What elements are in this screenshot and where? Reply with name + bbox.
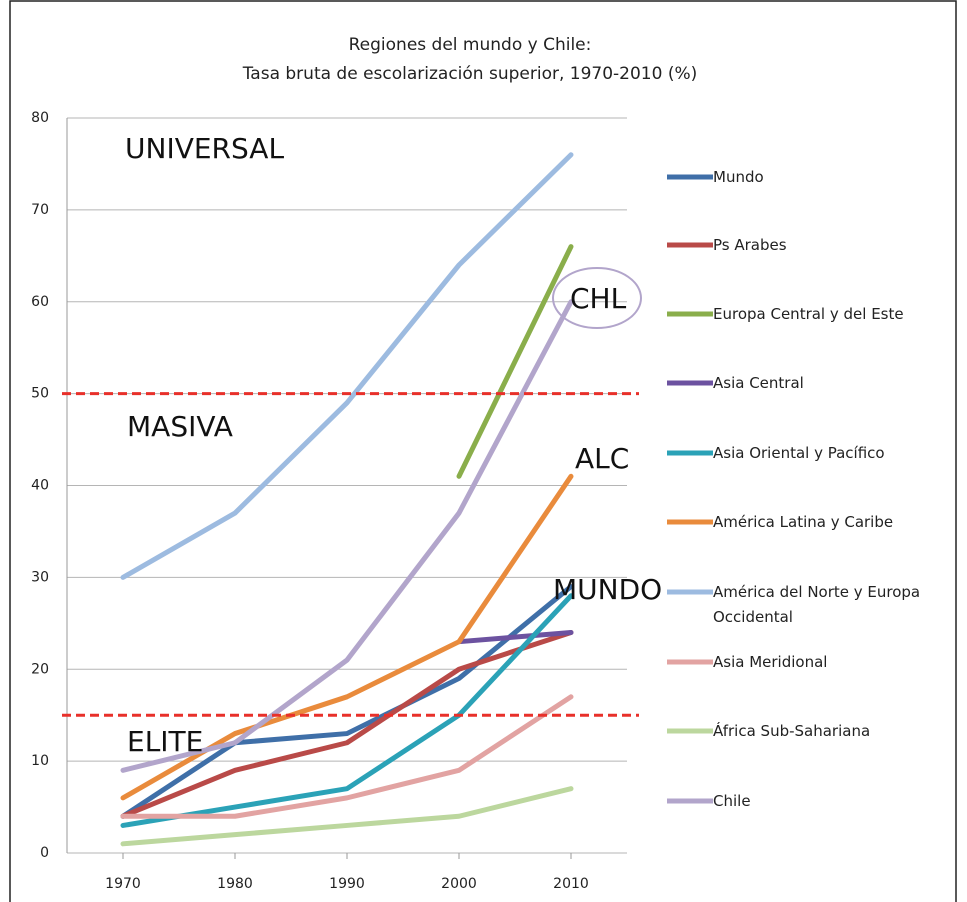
- series-line: [120, 299, 574, 773]
- annotation: MUNDO: [553, 573, 662, 606]
- chart-title: Regiones del mundo y Chile:: [349, 35, 592, 55]
- x-tick-label: 1970: [105, 876, 141, 892]
- annotation: ALC: [575, 442, 629, 475]
- legend-label: África Sub-Sahariana: [713, 721, 871, 740]
- legend-label: Europa Central y del Este: [713, 304, 904, 323]
- highlight-ellipse: [552, 267, 642, 329]
- legend-label: Mundo: [713, 167, 764, 186]
- legend-label: América Latina y Caribe: [713, 512, 894, 531]
- y-tick-label: 40: [31, 478, 49, 494]
- annotation: CHL: [570, 282, 627, 315]
- legend-label: Asia Meridional: [713, 652, 828, 671]
- x-tick-label: 1990: [329, 876, 365, 892]
- y-tick-label: 60: [31, 294, 49, 310]
- series-line: [456, 244, 574, 479]
- annotation: MASIVA: [127, 410, 233, 443]
- x-tick-label: 2000: [441, 876, 477, 892]
- series-line: [120, 694, 574, 819]
- series-line: [456, 630, 574, 645]
- legend-label: América del Norte y Europa Occidental: [713, 582, 921, 626]
- series-line: [120, 630, 574, 819]
- legend-label: Asia Central: [713, 373, 804, 392]
- frame: [9, 0, 957, 902]
- y-tick-label: 0: [40, 845, 49, 861]
- y-tick-label: 20: [31, 661, 49, 677]
- legend-label: Chile: [713, 791, 751, 810]
- y-tick-label: 80: [31, 110, 49, 126]
- y-tick-label: 30: [31, 569, 49, 585]
- series-line: [120, 473, 574, 801]
- chart-title: Tasa bruta de escolarización superior, 1…: [242, 64, 698, 84]
- series-line: [120, 152, 574, 580]
- y-tick-label: 70: [31, 202, 49, 218]
- annotation: UNIVERSAL: [125, 132, 284, 165]
- annotation: ELITE: [127, 725, 203, 758]
- y-tick-label: 50: [31, 386, 49, 402]
- series-line: [120, 786, 574, 847]
- legend-label: Asia Oriental y Pacífico: [713, 443, 885, 462]
- x-tick-label: 1980: [217, 876, 253, 892]
- series-line: [120, 593, 574, 828]
- legend-label: Ps Arabes: [713, 235, 787, 254]
- x-tick-label: 2010: [553, 876, 589, 892]
- y-tick-label: 10: [31, 753, 49, 769]
- series-line: [120, 584, 574, 819]
